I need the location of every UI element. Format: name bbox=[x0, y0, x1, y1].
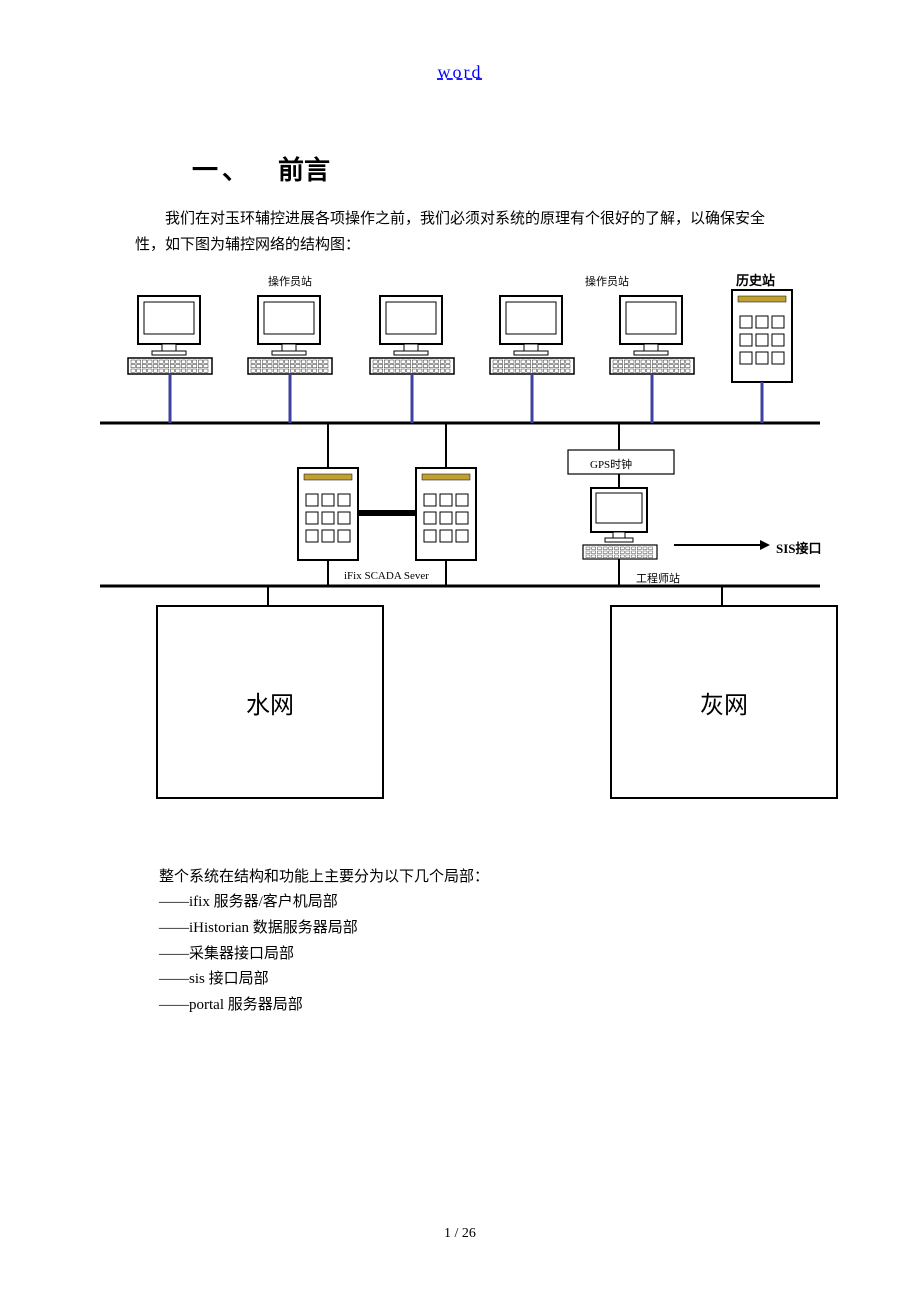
label-operator-1: 操作员站 bbox=[268, 273, 312, 289]
label-history: 历史站 bbox=[736, 270, 775, 289]
para-5: ——portal 服务器局部 bbox=[159, 993, 303, 1019]
network-diagram: 操作员站 操作员站 历史站 GPS时钟 iFix SCADA Sever 工程师… bbox=[100, 268, 820, 828]
box-water-net: 水网 bbox=[156, 605, 384, 799]
section-title: 一、 前言 bbox=[192, 150, 330, 187]
para-1: ——ifix 服务器/客户机局部 bbox=[159, 890, 338, 916]
section-number: 一、 bbox=[192, 156, 252, 185]
para-0: 整个系统在结构和功能上主要分为以下几个局部： bbox=[159, 865, 489, 891]
label-scada: iFix SCADA Sever bbox=[344, 570, 429, 582]
section-heading: 前言 bbox=[278, 156, 330, 185]
label-gps: GPS时钟 bbox=[590, 456, 632, 472]
label-sis: SIS接口 bbox=[776, 538, 822, 557]
page: word 一、 前言 我们在对玉环辅控进展各项操作之前，我们必须对系统的原理有个… bbox=[0, 0, 920, 1302]
intro-paragraph: 我们在对玉环辅控进展各项操作之前，我们必须对系统的原理有个很好的了解，以确保安全… bbox=[135, 207, 785, 258]
label-engineer: 工程师站 bbox=[636, 570, 680, 586]
page-footer: 1 / 26 bbox=[0, 1226, 920, 1242]
header-word-link[interactable]: word bbox=[0, 62, 920, 83]
box-ash-net: 灰网 bbox=[610, 605, 838, 799]
para-2: ——iHistorian 数据服务器局部 bbox=[159, 916, 358, 942]
para-4: ——sis 接口局部 bbox=[159, 967, 269, 993]
para-3: ——采集器接口局部 bbox=[159, 942, 294, 968]
label-operator-2: 操作员站 bbox=[585, 273, 629, 289]
